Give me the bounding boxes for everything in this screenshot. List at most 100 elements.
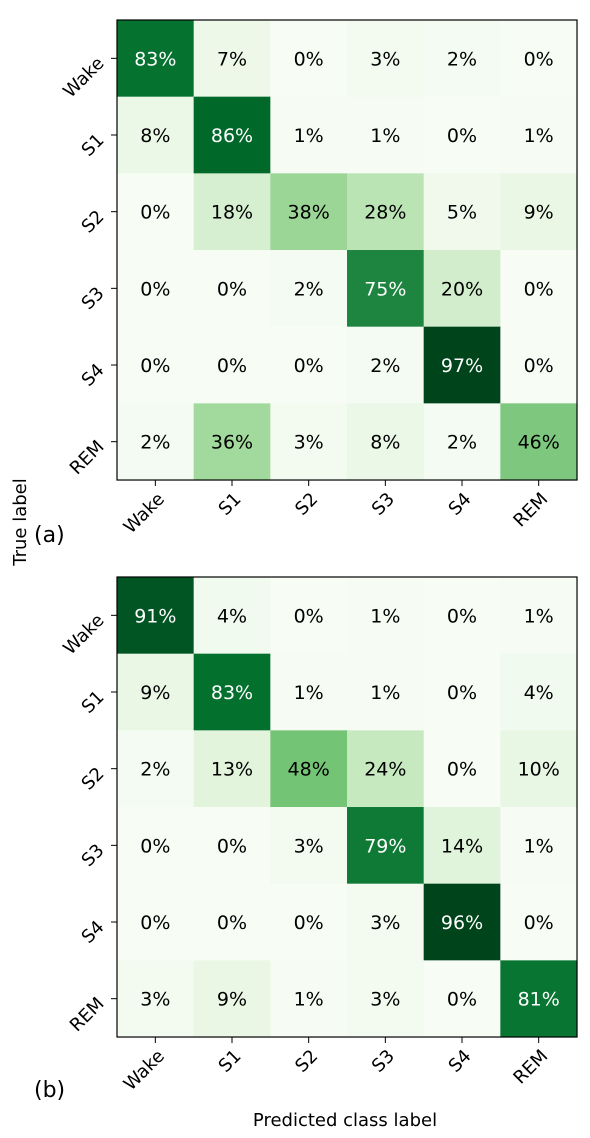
heatmap-cell	[500, 577, 578, 655]
cell-value-label: 3%	[370, 989, 400, 1011]
x-tick-label: S2	[291, 489, 322, 520]
cell-value-label: 0%	[294, 912, 324, 934]
cell-value-label: 2%	[447, 432, 477, 454]
heatmap-cell	[193, 173, 271, 251]
x-tick-label: S2	[291, 1046, 322, 1077]
heatmap-cell	[423, 96, 501, 174]
cell-value-label: 0%	[217, 278, 247, 300]
cell-value-label: 1%	[370, 125, 400, 147]
heatmap-cell	[347, 173, 425, 251]
cell-value-label: 1%	[294, 125, 324, 147]
heatmap-cell	[423, 20, 501, 98]
cell-value-label: 83%	[134, 48, 176, 70]
heatmap-cell	[347, 96, 425, 174]
heatmap-cell	[423, 883, 501, 961]
cell-value-label: 0%	[524, 48, 554, 70]
heatmap-cell	[193, 960, 271, 1038]
y-tick-label: Wake	[59, 610, 108, 659]
cell-value-label: 3%	[294, 432, 324, 454]
heatmap-cell	[117, 96, 195, 174]
cell-value-label: 0%	[294, 355, 324, 377]
heatmap-cell	[270, 577, 348, 655]
cell-value-label: 8%	[140, 125, 170, 147]
panel-a: 83% 7% 0% 3% 2% 0% 8% 86% 1% 1% 0% 1% 0% 18% 38% 28% 5% 9…	[34, 19, 578, 548]
cell-value-label: 1%	[524, 605, 554, 627]
heatmap-cell	[193, 730, 271, 808]
heatmap-cell	[270, 403, 348, 481]
heatmap-cell	[423, 653, 501, 731]
x-axis-label: Predicted class label	[253, 1110, 437, 1131]
cell-value-label: 48%	[288, 759, 330, 781]
cell-value-label: 9%	[524, 202, 554, 224]
panel-label-b: (b)	[34, 1078, 65, 1103]
cell-value-label: 0%	[140, 355, 170, 377]
x-tick-label: S3	[368, 1046, 399, 1077]
y-tick-label: REM	[66, 993, 109, 1036]
heatmap-cell	[423, 326, 501, 404]
cell-value-label: 79%	[364, 835, 406, 857]
cell-value-label: 0%	[217, 835, 247, 857]
cell-value-label: 0%	[447, 125, 477, 147]
cell-value-label: 20%	[441, 278, 483, 300]
cell-value-label: 24%	[364, 759, 406, 781]
cell-value-label: 0%	[217, 355, 247, 377]
cell-value-label: 83%	[211, 682, 253, 704]
heatmap-cell	[193, 577, 271, 655]
cell-value-label: 81%	[518, 989, 560, 1011]
heatmap-cell	[347, 250, 425, 328]
heatmap-cell	[423, 173, 501, 251]
cell-value-label: 0%	[294, 48, 324, 70]
cell-value-label: 10%	[518, 759, 560, 781]
cell-value-label: 3%	[370, 912, 400, 934]
y-tick-label: S4	[78, 917, 109, 948]
cell-value-label: 2%	[140, 759, 170, 781]
cell-value-label: 8%	[370, 432, 400, 454]
cell-value-label: 2%	[370, 355, 400, 377]
heatmap-cell	[193, 807, 271, 885]
heatmap-cell	[270, 250, 348, 328]
heatmap-cell	[423, 807, 501, 885]
cell-value-label: 1%	[524, 125, 554, 147]
cell-value-label: 1%	[370, 605, 400, 627]
cell-value-label: 0%	[140, 835, 170, 857]
x-tick-label: S1	[215, 1046, 246, 1077]
cell-value-label: 1%	[524, 835, 554, 857]
heatmap-cell	[500, 653, 578, 731]
cell-value-label: 18%	[211, 202, 253, 224]
heatmap-cell	[193, 326, 271, 404]
heatmap-cell	[500, 173, 578, 251]
cell-value-label: 14%	[441, 835, 483, 857]
cell-value-label: 0%	[524, 912, 554, 934]
cell-value-label: 0%	[447, 759, 477, 781]
heatmap-cell	[270, 883, 348, 961]
x-tick-label: REM	[509, 1046, 552, 1089]
cell-value-label: 0%	[217, 912, 247, 934]
heatmap-cell	[347, 807, 425, 885]
heatmap-cell	[500, 403, 578, 481]
heatmap-cell	[117, 20, 195, 98]
cell-value-label: 0%	[524, 355, 554, 377]
heatmap-cell	[117, 653, 195, 731]
cell-value-label: 0%	[524, 278, 554, 300]
y-tick-label: S4	[78, 360, 109, 391]
heatmap-frame	[116, 576, 578, 1038]
cell-value-label: 0%	[447, 682, 477, 704]
heatmap-cell	[117, 807, 195, 885]
cell-value-label: 5%	[447, 202, 477, 224]
heatmap-cell	[423, 250, 501, 328]
y-tick-label: REM	[66, 436, 109, 479]
heatmap-cell	[117, 577, 195, 655]
heatmap-cell	[347, 20, 425, 98]
cell-value-label: 4%	[217, 605, 247, 627]
cell-value-label: 0%	[294, 605, 324, 627]
cell-value-label: 9%	[140, 682, 170, 704]
heatmap-cell	[500, 960, 578, 1038]
heatmap-cell	[193, 403, 271, 481]
cell-value-label: 13%	[211, 759, 253, 781]
heatmap-cell	[270, 807, 348, 885]
heatmap-cell	[423, 960, 501, 1038]
heatmap-cell	[270, 653, 348, 731]
cell-value-label: 7%	[217, 48, 247, 70]
y-tick-label: S1	[78, 687, 109, 718]
cell-value-label: 0%	[447, 989, 477, 1011]
